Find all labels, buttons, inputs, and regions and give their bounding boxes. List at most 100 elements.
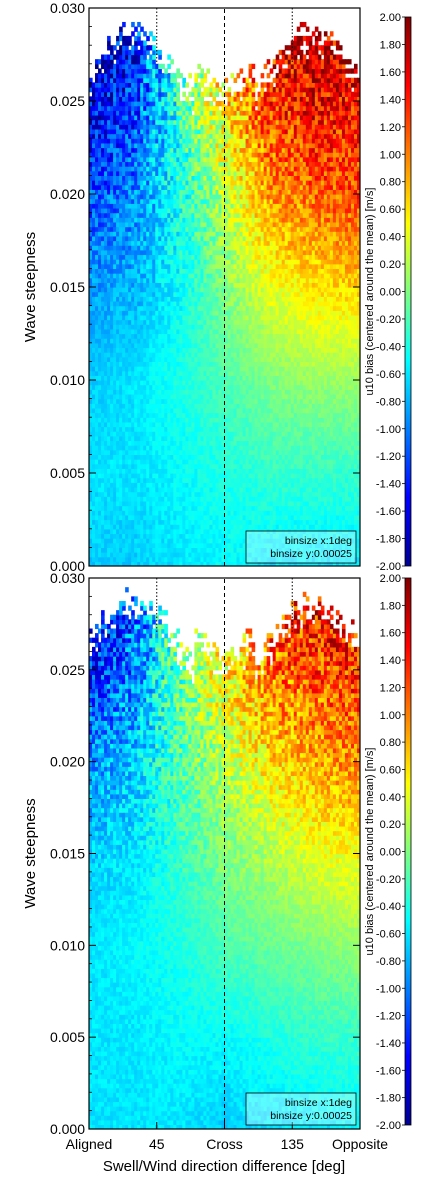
heatmap-cell (275, 375, 280, 381)
heatmap-cell (158, 328, 162, 335)
heatmap-cell (101, 324, 105, 330)
heatmap-cell (110, 356, 114, 362)
heatmap-cell (326, 468, 331, 474)
heatmap-cell (206, 407, 211, 414)
heatmap-cell (122, 486, 126, 493)
heatmap-cell (287, 314, 292, 321)
heatmap-cell (185, 328, 189, 335)
heatmap-cell (251, 445, 256, 451)
heatmap-cell (104, 375, 108, 381)
heatmap-cell (113, 491, 117, 497)
heatmap-cell (302, 431, 307, 437)
heatmap-cell (209, 538, 214, 544)
heatmap-cell (224, 454, 229, 460)
heatmap-cell (134, 445, 138, 451)
heatmap-cell (308, 431, 313, 437)
heatmap-cell (152, 417, 156, 423)
heatmap-cell (173, 556, 177, 562)
heatmap-cell (107, 459, 111, 465)
heatmap-cell (158, 449, 162, 455)
heatmap-cell (257, 384, 262, 390)
heatmap-cell (176, 412, 180, 418)
heatmap-cell (344, 468, 349, 474)
heatmap-cell (266, 366, 271, 372)
heatmap-cell (152, 366, 156, 372)
heatmap-cell (254, 561, 259, 566)
heatmap-cell (311, 510, 316, 516)
heatmap-cell (161, 431, 165, 437)
heatmap-cell (254, 389, 259, 395)
heatmap-cell (209, 393, 214, 400)
heatmap-cell (131, 496, 135, 502)
heatmap-cell (137, 491, 141, 497)
heatmap-cell (323, 542, 328, 548)
heatmap-cell (179, 510, 183, 516)
heatmap-cell (224, 380, 229, 386)
heatmap-cell (260, 519, 265, 525)
heatmap-cell (158, 491, 162, 497)
heatmap-cell (113, 468, 117, 474)
heatmap-cell (326, 547, 331, 553)
heatmap-cell (149, 500, 153, 507)
heatmap-cell (125, 463, 129, 469)
heatmap-cell (326, 463, 331, 469)
heatmap-cell (152, 542, 156, 548)
heatmap-cell (212, 426, 217, 432)
heatmap-cell (215, 500, 220, 507)
heatmap-cell (326, 361, 331, 367)
heatmap-cell (287, 375, 292, 381)
heatmap-cell (215, 533, 220, 539)
heatmap-cell (281, 473, 286, 479)
heatmap-cell (149, 342, 153, 349)
heatmap-cell (161, 328, 165, 335)
heatmap-cell (335, 417, 340, 423)
heatmap-cell (245, 491, 250, 497)
heatmap-cell (266, 421, 271, 428)
heatmap-cell (317, 524, 322, 530)
heatmap-cell (338, 333, 343, 339)
heatmap-cell (149, 547, 153, 553)
heatmap-cell (356, 473, 360, 479)
heatmap-cell (194, 431, 198, 437)
heatmap-cell (197, 384, 202, 390)
heatmap-cell (122, 463, 126, 469)
heatmap-cell (173, 375, 177, 381)
heatmap-cell (164, 528, 168, 535)
heatmap-cell (254, 426, 259, 432)
heatmap-cell (212, 528, 217, 535)
heatmap-cell (248, 384, 253, 390)
heatmap-cell (140, 482, 144, 488)
heatmap-cell (320, 445, 325, 451)
heatmap-cell (242, 333, 247, 339)
heatmap-cell (299, 445, 304, 451)
heatmap-cell (296, 514, 301, 521)
heatmap-cell (341, 352, 346, 358)
heatmap-cell (92, 310, 96, 316)
heatmap-cell (305, 426, 310, 432)
heatmap-cell (299, 505, 304, 511)
heatmap-cell (206, 552, 211, 558)
heatmap-cell (266, 352, 271, 358)
heatmap-cell (146, 412, 150, 418)
heatmap-cell (104, 528, 108, 535)
heatmap-cell (245, 393, 250, 400)
heatmap-cell (305, 519, 310, 525)
heatmap-cell (209, 403, 214, 409)
heatmap-cell (266, 431, 271, 437)
heatmap-cell (194, 380, 198, 386)
heatmap-cell (182, 417, 186, 423)
heatmap-cell (233, 519, 238, 525)
heatmap-cell (164, 486, 168, 493)
heatmap-cell (170, 361, 174, 367)
heatmap-cell (92, 468, 96, 474)
heatmap-cell (215, 314, 220, 321)
heatmap-cell (176, 552, 180, 558)
heatmap-cell (95, 486, 99, 493)
heatmap-cell (176, 384, 180, 390)
heatmap-cell (161, 398, 165, 404)
heatmap-cell (266, 514, 271, 521)
heatmap-cell (188, 510, 192, 516)
heatmap-cell (119, 514, 123, 521)
heatmap-cell (92, 305, 96, 311)
heatmap-cell (194, 328, 198, 335)
